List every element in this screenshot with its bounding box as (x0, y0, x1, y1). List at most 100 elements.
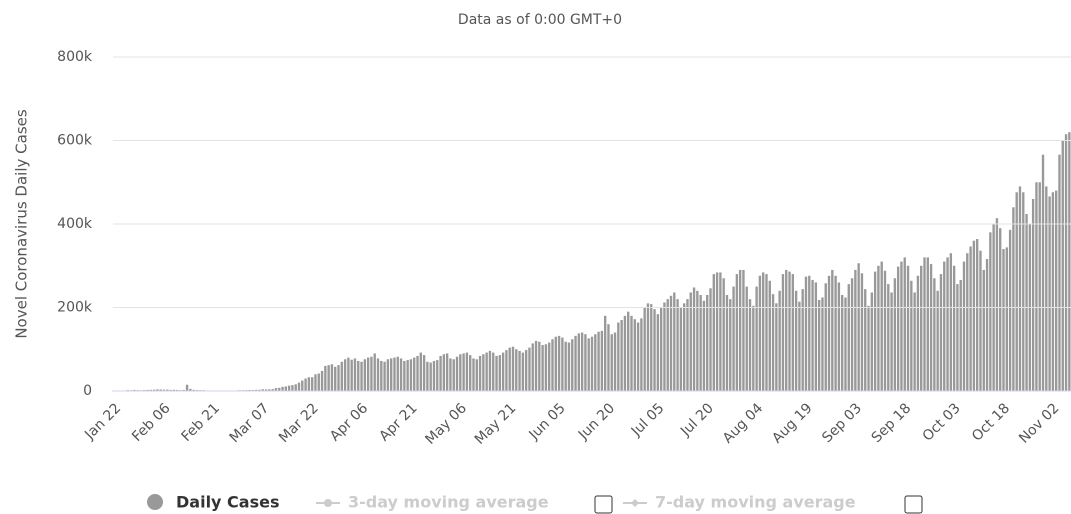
bar (475, 359, 478, 391)
bar (1048, 196, 1051, 391)
bar (594, 334, 597, 391)
bar (498, 355, 502, 391)
bar (857, 263, 860, 391)
bar (715, 272, 719, 391)
bar (729, 299, 732, 391)
bar (297, 382, 301, 391)
y-tick-label: 600k (57, 133, 93, 149)
bar (366, 357, 370, 391)
bar (969, 246, 972, 391)
bar (719, 272, 722, 391)
bar (294, 384, 297, 391)
y-tick-label: 800k (57, 49, 93, 65)
bar (541, 345, 544, 391)
checkbox[interactable] (594, 495, 613, 514)
bar (920, 265, 923, 391)
bar (699, 294, 702, 391)
bar (877, 265, 880, 391)
bar (995, 218, 999, 391)
bar (1058, 154, 1061, 391)
bar (482, 354, 485, 391)
bar (396, 356, 399, 391)
bar (544, 344, 548, 391)
bar (821, 297, 824, 391)
bar (1002, 249, 1005, 391)
bar (571, 339, 574, 391)
bar (383, 361, 386, 391)
bar (834, 275, 837, 391)
bar (775, 303, 778, 391)
bar (788, 271, 791, 391)
x-tick-label: Oct 18 (969, 400, 1013, 444)
bar (692, 287, 696, 391)
bar (722, 278, 725, 391)
bar (548, 342, 551, 391)
legend-label[interactable]: 3-day moving average (348, 493, 549, 512)
bar (696, 290, 699, 391)
bar (146, 389, 149, 391)
bar (801, 289, 804, 391)
bar (742, 269, 745, 391)
bar (1005, 247, 1008, 391)
bar (436, 360, 439, 391)
bar (738, 269, 742, 391)
bar (943, 261, 946, 391)
bar (330, 364, 334, 391)
bar (854, 269, 857, 391)
bar (426, 361, 429, 391)
bar (768, 280, 771, 391)
bar (1018, 186, 1022, 391)
y-tick-label: 200k (57, 300, 93, 316)
bar (162, 389, 166, 391)
bar (1045, 186, 1048, 391)
legend-label[interactable]: Daily Cases (176, 493, 279, 512)
bar (462, 353, 465, 391)
bar (580, 332, 584, 391)
bar (1015, 192, 1018, 391)
bar (748, 299, 752, 391)
bar (653, 309, 656, 391)
bar (643, 307, 646, 391)
checkbox[interactable] (904, 495, 923, 514)
bar (172, 389, 176, 391)
bar (1035, 182, 1038, 391)
bar (1031, 198, 1035, 391)
bar (284, 386, 288, 391)
bar (623, 315, 627, 391)
x-tick-label: Sep 18 (869, 400, 915, 446)
x-tick-label: Jul 05 (628, 400, 668, 440)
bar (982, 269, 985, 391)
bar (814, 282, 818, 391)
bar (485, 352, 488, 391)
bar (603, 315, 607, 391)
bar (442, 354, 446, 391)
bar (706, 294, 709, 391)
bar (620, 320, 623, 391)
bar (880, 261, 883, 391)
bar (524, 350, 528, 391)
bar (758, 275, 762, 391)
bar (962, 261, 966, 391)
bar (264, 389, 268, 391)
bar (725, 294, 729, 391)
bar (686, 299, 689, 391)
bar (192, 389, 195, 391)
bar (350, 359, 353, 391)
bar (409, 359, 413, 391)
legend-marker[interactable] (147, 494, 163, 510)
bar (666, 299, 669, 391)
bar (258, 389, 261, 391)
bar (317, 373, 320, 391)
bar (416, 355, 419, 391)
bar (511, 346, 515, 391)
bar (538, 341, 541, 391)
bar (357, 360, 360, 391)
bar (1051, 192, 1055, 391)
bar (985, 259, 989, 391)
bar (278, 387, 281, 391)
bar (469, 355, 472, 391)
bar (867, 305, 870, 391)
legend-label[interactable]: 7-day moving average (655, 493, 856, 512)
bar (936, 290, 939, 391)
